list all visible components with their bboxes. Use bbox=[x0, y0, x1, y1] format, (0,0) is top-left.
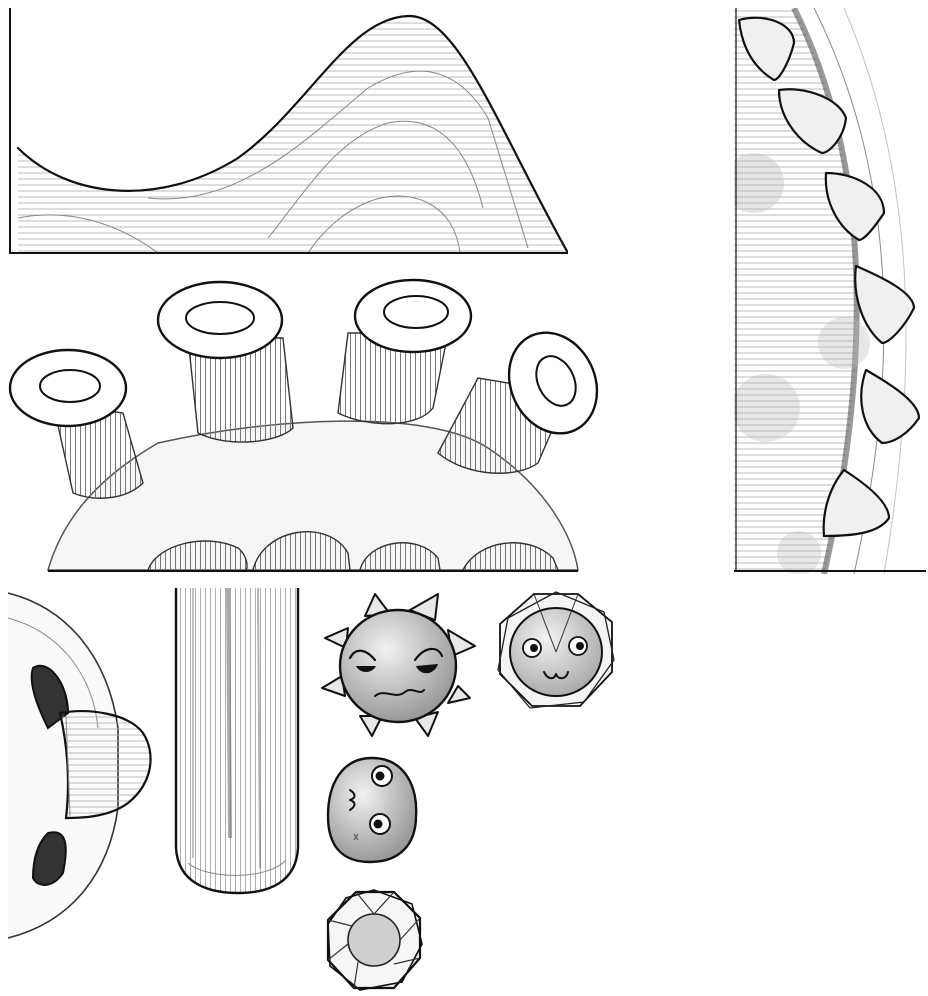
vertical-tube-drawing bbox=[174, 588, 300, 895]
chimney-2 bbox=[156, 280, 294, 443]
round-blob-face-sprite bbox=[324, 754, 420, 866]
chimney-ridge-drawing bbox=[8, 278, 599, 572]
spiked-wall-drawing bbox=[734, 8, 926, 574]
chimney-ridge-sprite bbox=[8, 278, 608, 574]
angry-spike-ball-sprite bbox=[320, 588, 478, 738]
spikes bbox=[737, 16, 921, 538]
faceted-face-gem-sprite bbox=[494, 590, 618, 712]
pipe-ring-sprite bbox=[8, 588, 158, 942]
spiked-wall-sprite bbox=[734, 8, 926, 574]
chimney-3 bbox=[337, 278, 473, 425]
angry-spike-ball-drawing bbox=[321, 593, 476, 737]
faceted-gem-drawing bbox=[326, 889, 423, 991]
hill-terrain-sprite bbox=[8, 8, 568, 256]
bottom-rings bbox=[147, 531, 559, 571]
hill-terrain-drawing bbox=[9, 8, 568, 255]
chimney-4 bbox=[437, 331, 599, 474]
chimney-1 bbox=[8, 348, 144, 499]
faceted-gem-sprite bbox=[324, 888, 424, 992]
vertical-tube-sprite bbox=[168, 588, 308, 900]
faceted-face-gem-drawing bbox=[497, 591, 615, 709]
pipe-ring-drawing bbox=[8, 592, 152, 939]
round-blob-face-drawing bbox=[326, 756, 418, 864]
